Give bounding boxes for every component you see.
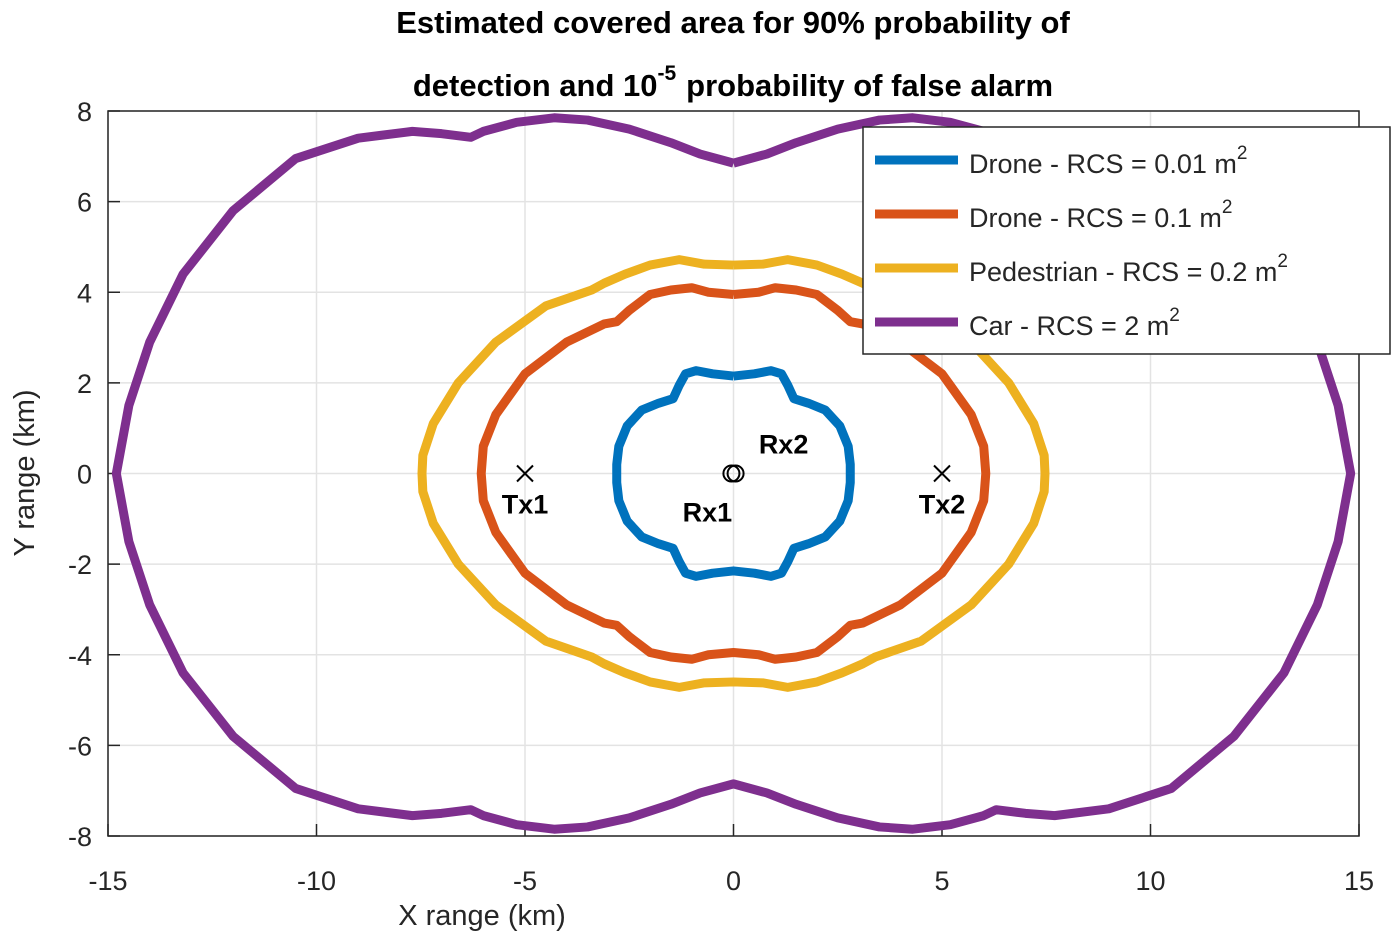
plot-frame [107, 110, 1360, 837]
marker [726, 464, 745, 483]
title-superscript: -5 [657, 62, 676, 85]
x-tick-label: 10 [1135, 866, 1165, 896]
x-tick-label: 5 [934, 866, 949, 896]
x-tick-label: 15 [1344, 866, 1374, 896]
chart-title: Estimated covered area for 90% probabili… [396, 5, 1070, 40]
marker-label: Tx2 [919, 490, 966, 520]
marker-label: Tx1 [502, 490, 549, 520]
legend-superscript: 2 [1169, 305, 1180, 326]
legend-box [862, 126, 1391, 355]
y-tick-label: -2 [68, 550, 92, 580]
legend-label: Car - RCS = 2 m2 [969, 305, 1180, 341]
x-tick-label: 0 [726, 866, 741, 896]
legend-label: Pedestrian - RCS = 0.2 m2 [969, 251, 1288, 287]
y-axis-label: Y range (km) [9, 389, 41, 556]
marker-label: Rx1 [683, 498, 733, 528]
x-tick-label: -15 [88, 866, 127, 896]
y-tick-label: 8 [77, 97, 92, 127]
legend-superscript: 2 [1222, 197, 1233, 218]
y-tick-label: 6 [77, 188, 92, 218]
y-tick-label: -8 [68, 822, 92, 852]
series-line [612, 366, 855, 581]
legend-label: Drone - RCS = 0.1 m2 [969, 197, 1232, 233]
legend-text: Drone - RCS = 0.01 m [969, 149, 1237, 179]
y-tick-label: 4 [77, 278, 92, 308]
legend-label: Drone - RCS = 0.01 m2 [969, 143, 1247, 179]
legend-superscript: 2 [1277, 251, 1288, 272]
y-tick-label: 2 [77, 369, 92, 399]
legend-text: Drone - RCS = 0.1 m [969, 203, 1222, 233]
legend-text: Pedestrian - RCS = 0.2 m [969, 257, 1277, 287]
marker [722, 464, 741, 483]
legend-superscript: 2 [1237, 143, 1248, 164]
y-tick-label: -4 [68, 641, 92, 671]
y-tick-label: 0 [77, 460, 92, 490]
marker [516, 464, 534, 483]
x-tick-label: -5 [513, 866, 537, 896]
title-text: probability of false alarm [686, 68, 1053, 103]
x-tick-label: -10 [297, 866, 336, 896]
legend-text: Car - RCS = 2 m [969, 311, 1169, 341]
marker [933, 464, 951, 483]
title-text: detection and 10 [413, 68, 658, 103]
chart-title: detection and 10-5 probability of false a… [413, 62, 1053, 103]
x-axis-label: X range (km) [398, 900, 566, 932]
marker-label: Rx2 [759, 430, 809, 460]
y-tick-label: -6 [68, 731, 92, 761]
